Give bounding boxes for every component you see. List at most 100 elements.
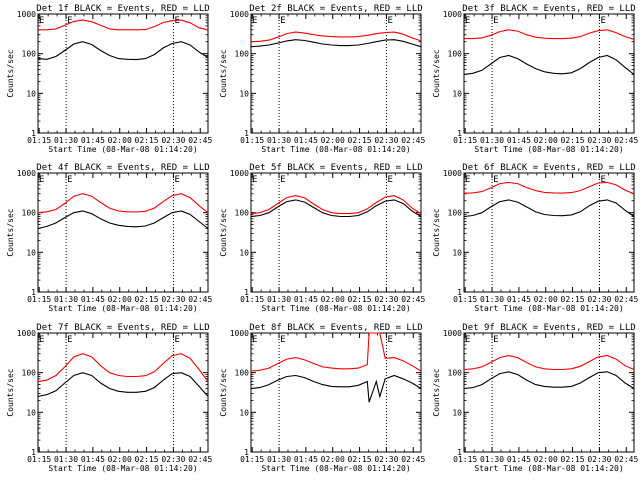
- y-axis-label: Counts/sec: [219, 49, 228, 97]
- x-tick-label: 02:15: [561, 136, 585, 145]
- y-tick-label: 10: [26, 248, 36, 257]
- plot-frame: [463, 13, 635, 134]
- y-tick-label: 10: [452, 89, 462, 98]
- y-tick-label: 100: [448, 369, 463, 378]
- y-axis-label: Counts/sec: [219, 368, 228, 416]
- y-tick-label: 10: [452, 248, 462, 257]
- x-tick-label: 02:15: [135, 295, 159, 304]
- lld-series-line: [37, 353, 209, 383]
- y-tick-label: 10: [452, 408, 462, 417]
- x-tick-label: 01:45: [81, 455, 105, 464]
- events-series-line: [250, 39, 422, 48]
- eclipse-marker-label: E: [387, 16, 392, 26]
- x-tick-label: 02:15: [348, 136, 372, 145]
- y-tick-label: 1000: [230, 10, 249, 19]
- chart-panel: Det 8f BLACK = Events, RED = LLD 1 10 100 10…: [219, 323, 425, 473]
- lld-series-line: [37, 193, 209, 214]
- chart-panel: Det 4f BLACK = Events, RED = LLD 1 10 100 10…: [6, 163, 212, 313]
- y-tick-label: 1: [244, 288, 249, 297]
- events-series-line: [37, 372, 209, 398]
- y-axis-label: Counts/sec: [6, 208, 15, 256]
- y-axis-label: Counts/sec: [432, 49, 441, 97]
- y-tick-label: 100: [235, 369, 250, 378]
- x-tick-label: 02:45: [188, 136, 212, 145]
- eclipse-marker-label: E: [493, 335, 498, 345]
- x-tick-label: 02:00: [534, 455, 558, 464]
- events-series-line: [250, 199, 422, 218]
- eclipse-marker-label: E: [600, 175, 605, 185]
- x-tick-label: 02:00: [321, 455, 345, 464]
- chart-panel: Det 3f BLACK = Events, RED = LLD 1 10 100 10…: [432, 4, 638, 154]
- x-tick-label: 01:15: [27, 136, 51, 145]
- x-tick-label: 01:30: [480, 136, 504, 145]
- lld-series-line: [463, 355, 635, 371]
- x-tick-label: 02:00: [108, 136, 132, 145]
- eclipse-marker-label: E: [39, 175, 44, 185]
- x-axis-label: Start Time (08-Mar-08 01:14:20): [48, 304, 197, 313]
- x-tick-label: 02:45: [401, 136, 425, 145]
- chart-title: Det 7f BLACK = Events, RED = LLD: [36, 323, 209, 333]
- x-tick-label: 02:45: [614, 295, 638, 304]
- eclipse-marker-label: E: [465, 335, 470, 345]
- eclipse-marker-label: E: [174, 335, 179, 345]
- chart-panel: Det 1f BLACK = Events, RED = LLD 1 10 100 10…: [6, 4, 212, 154]
- x-tick-label: 02:15: [135, 136, 159, 145]
- y-tick-label: 1000: [17, 169, 36, 178]
- chart-title: Det 4f BLACK = Events, RED = LLD: [36, 163, 209, 173]
- eclipse-marker-label: E: [39, 335, 44, 345]
- x-tick-label: 02:45: [188, 455, 212, 464]
- x-tick-label: 01:45: [507, 455, 531, 464]
- y-tick-label: 1: [457, 448, 462, 457]
- events-series-line: [463, 54, 635, 75]
- y-tick-label: 1: [244, 448, 249, 457]
- x-tick-label: 02:00: [534, 136, 558, 145]
- lld-series-line: [464, 29, 635, 40]
- y-tick-label: 1: [31, 288, 36, 297]
- events-series-line: [463, 199, 635, 218]
- y-tick-label: 10: [239, 248, 249, 257]
- eclipse-marker-label: E: [600, 335, 605, 345]
- x-tick-label: 01:45: [507, 136, 531, 145]
- chart-title: Det 1f BLACK = Events, RED = LLD: [36, 4, 209, 14]
- eclipse-marker-label: E: [252, 335, 257, 345]
- y-tick-label: 1000: [17, 329, 36, 338]
- lld-series-line: [38, 19, 209, 31]
- x-tick-label: 02:15: [135, 455, 159, 464]
- chart-title: Det 8f BLACK = Events, RED = LLD: [249, 323, 422, 333]
- lld-series-line: [463, 181, 635, 195]
- x-tick-label: 01:30: [267, 455, 291, 464]
- y-tick-label: 1: [457, 129, 462, 138]
- eclipse-marker-label: E: [280, 16, 285, 26]
- y-tick-label: 10: [26, 408, 36, 417]
- x-tick-label: 01:45: [81, 136, 105, 145]
- chart-title: Det 3f BLACK = Events, RED = LLD: [462, 4, 635, 14]
- x-axis-label: Start Time (08-Mar-08 01:14:20): [261, 464, 410, 473]
- x-tick-label: 02:45: [401, 455, 425, 464]
- plot-frame: [37, 13, 209, 134]
- lld-series-line: [250, 31, 422, 43]
- eclipse-marker-label: E: [493, 175, 498, 185]
- chart-panel: Det 5f BLACK = Events, RED = LLD 1 10 100 10…: [219, 163, 425, 313]
- y-axis-label: Counts/sec: [6, 368, 15, 416]
- y-tick-label: 1000: [230, 329, 249, 338]
- y-tick-label: 10: [239, 89, 249, 98]
- x-tick-label: 01:15: [453, 295, 477, 304]
- lld-series-line: [250, 332, 422, 372]
- x-tick-label: 01:15: [240, 295, 264, 304]
- eclipse-marker-label: E: [600, 16, 605, 26]
- x-tick-label: 02:45: [401, 295, 425, 304]
- y-tick-label: 10: [239, 408, 249, 417]
- x-tick-label: 02:45: [614, 455, 638, 464]
- y-axis-label: Counts/sec: [6, 49, 15, 97]
- y-tick-label: 1000: [230, 169, 249, 178]
- chart-panel: Det 7f BLACK = Events, RED = LLD 1 10 100 10…: [6, 323, 212, 473]
- y-tick-label: 100: [235, 209, 250, 218]
- y-tick-label: 1: [31, 129, 36, 138]
- x-tick-label: 01:45: [81, 295, 105, 304]
- x-tick-label: 02:45: [614, 136, 638, 145]
- plot-frame: [37, 172, 209, 293]
- eclipse-marker-label: E: [493, 16, 498, 26]
- x-tick-label: 01:30: [480, 295, 504, 304]
- x-axis-label: Start Time (08-Mar-08 01:14:20): [474, 145, 623, 154]
